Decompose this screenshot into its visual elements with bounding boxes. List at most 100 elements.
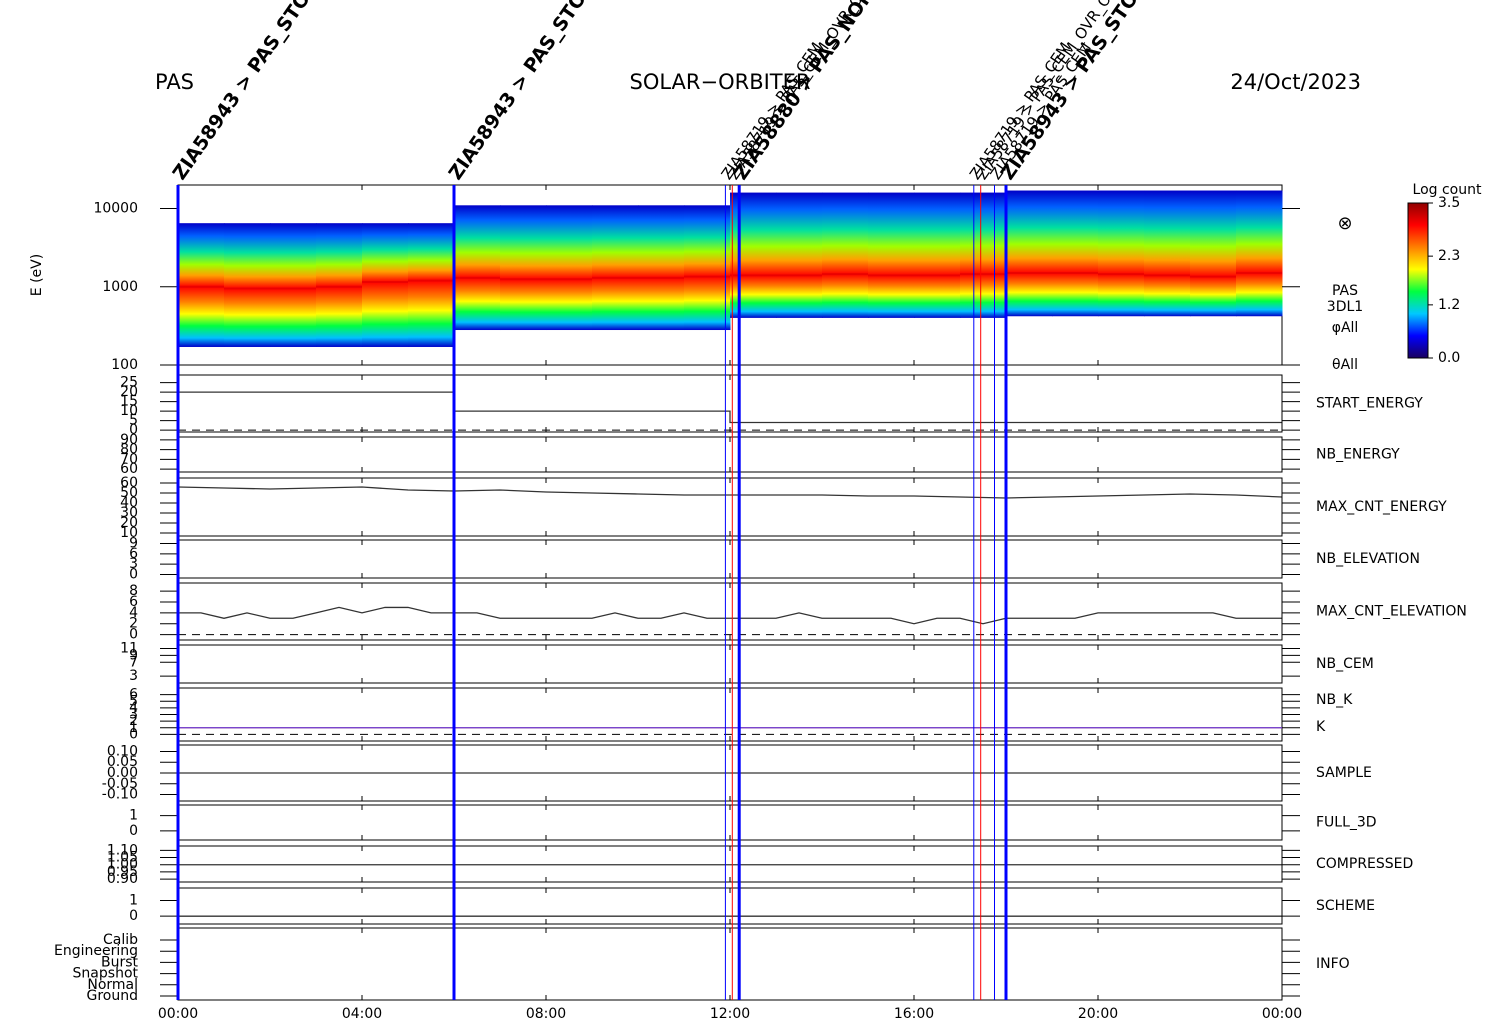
series-line bbox=[178, 391, 1282, 424]
y-tick-label: 30 bbox=[120, 505, 138, 521]
y-tick-label: 3 bbox=[129, 707, 138, 723]
spectrogram-column bbox=[500, 205, 547, 331]
y-tick-label: 1000 bbox=[102, 279, 138, 295]
y-tick-label: 1.00 bbox=[107, 857, 138, 873]
side-label: PAS bbox=[1332, 283, 1358, 299]
y-tick-label: 1 bbox=[129, 808, 138, 824]
spectrogram-column bbox=[362, 223, 409, 347]
spectrogram-column bbox=[960, 192, 1007, 318]
y-tick-label: 40 bbox=[120, 495, 138, 511]
y-tick-label: 11 bbox=[120, 640, 138, 656]
y-tick-label: -0.05 bbox=[102, 776, 138, 792]
panel-label: FULL_3D bbox=[1316, 815, 1377, 831]
x-tick-label: 12:00 bbox=[710, 1006, 750, 1020]
spectrogram-column bbox=[408, 223, 455, 347]
y-tick-label: 50 bbox=[120, 485, 138, 501]
spectrogram-column bbox=[454, 205, 501, 331]
y-axis-label: E (eV) bbox=[29, 254, 45, 296]
spectrogram-column bbox=[316, 223, 363, 347]
y-tick-label: 90 bbox=[120, 432, 138, 448]
y-tick-label: 0 bbox=[129, 627, 138, 643]
colorbar-tick-label: 0.0 bbox=[1438, 350, 1460, 366]
spectrogram-column bbox=[1144, 190, 1191, 317]
y-tick-label: 100 bbox=[111, 357, 138, 373]
panel-label: NB_ELEVATION bbox=[1316, 551, 1420, 567]
y-tick-label: 15 bbox=[120, 394, 138, 410]
y-tick-label: 0 bbox=[129, 823, 138, 839]
spectrogram-column bbox=[1098, 190, 1145, 317]
spectrogram-column bbox=[638, 205, 685, 331]
x-tick-label: 20:00 bbox=[1078, 1006, 1118, 1020]
side-label: 3DL1 bbox=[1327, 299, 1363, 315]
spectrogram-column bbox=[1052, 190, 1099, 317]
colorbar bbox=[1407, 202, 1429, 359]
y-tick-label: 5 bbox=[129, 413, 138, 429]
y-tick-label: -0.10 bbox=[102, 787, 138, 803]
panel-label: MAX_CNT_ENERGY bbox=[1316, 499, 1447, 515]
panel-label: INFO bbox=[1316, 956, 1350, 972]
y-tick-label: 10 bbox=[120, 403, 138, 419]
y-tick-label: 5 bbox=[129, 693, 138, 709]
x-tick-label: 00:00 bbox=[158, 1006, 198, 1020]
date-title: 24/Oct/2023 bbox=[1230, 70, 1361, 94]
y-tick-label: 10 bbox=[120, 525, 138, 541]
spectrogram-column bbox=[270, 223, 317, 347]
category-label: Normal bbox=[87, 977, 138, 993]
spectrogram-column bbox=[224, 223, 271, 347]
y-tick-label: 10000 bbox=[93, 201, 138, 217]
y-tick-label: 0.05 bbox=[107, 754, 138, 770]
y-tick-label: 9 bbox=[129, 535, 138, 551]
y-tick-label: 80 bbox=[120, 442, 138, 458]
spectrogram-column bbox=[592, 205, 639, 331]
y-tick-label: 0 bbox=[129, 908, 138, 924]
y-tick-label: 0 bbox=[129, 567, 138, 583]
panel-label: SAMPLE bbox=[1316, 765, 1372, 781]
colorbar-tick-label: 1.2 bbox=[1438, 297, 1460, 313]
spectrogram-column bbox=[914, 192, 961, 318]
colorbar-title: Log count bbox=[1413, 182, 1482, 198]
y-tick-label: 1 bbox=[129, 893, 138, 909]
spectrogram-column bbox=[868, 192, 915, 318]
spectrogram-column bbox=[776, 192, 823, 318]
y-tick-label: 60 bbox=[120, 475, 138, 491]
x-tick-label: 04:00 bbox=[342, 1006, 382, 1020]
spectrogram-column bbox=[546, 205, 593, 331]
panel-label: COMPRESSED bbox=[1316, 856, 1413, 872]
x-tick-label: 00:00 bbox=[1262, 1006, 1302, 1020]
y-tick-label: 6 bbox=[129, 687, 138, 703]
panel-label: NB_K bbox=[1316, 692, 1353, 708]
y-tick-label: 0.90 bbox=[107, 871, 138, 887]
y-tick-label: 2 bbox=[129, 616, 138, 632]
y-tick-label: 1 bbox=[129, 720, 138, 736]
spectrogram-column bbox=[684, 205, 731, 331]
y-tick-label: 60 bbox=[120, 461, 138, 477]
colorbar-tick-label: 2.3 bbox=[1438, 248, 1460, 264]
y-tick-label: 9 bbox=[129, 647, 138, 663]
y-tick-label: 6 bbox=[129, 594, 138, 610]
y-tick-label: 70 bbox=[120, 451, 138, 467]
panel-label: NB_CEM bbox=[1316, 656, 1374, 672]
x-tick-label: 16:00 bbox=[894, 1006, 934, 1020]
panel-label: MAX_CNT_ELEVATION bbox=[1316, 604, 1467, 620]
panel-label: NB_ENERGY bbox=[1316, 447, 1400, 463]
y-tick-label: 20 bbox=[120, 515, 138, 531]
panel-label: SCHEME bbox=[1316, 898, 1375, 914]
y-tick-label: 6 bbox=[129, 546, 138, 562]
y-tick-label: 7 bbox=[129, 654, 138, 670]
panel-label: K bbox=[1316, 719, 1326, 735]
y-tick-label: 25 bbox=[120, 375, 138, 391]
category-label: Calib bbox=[103, 932, 138, 948]
series-line bbox=[177, 486, 1283, 499]
spectrogram-column bbox=[730, 192, 777, 318]
y-tick-label: 0 bbox=[129, 422, 138, 438]
y-tick-label: 2 bbox=[129, 713, 138, 729]
y-tick-label: 8 bbox=[129, 583, 138, 599]
side-label: φAll bbox=[1332, 320, 1359, 336]
instrument-title: PAS bbox=[155, 70, 194, 94]
colorbar-tick-label: 3.5 bbox=[1438, 195, 1460, 211]
spectrogram-column bbox=[1006, 190, 1053, 317]
category-label: Burst bbox=[101, 954, 139, 970]
y-tick-label: 0.10 bbox=[107, 743, 138, 759]
